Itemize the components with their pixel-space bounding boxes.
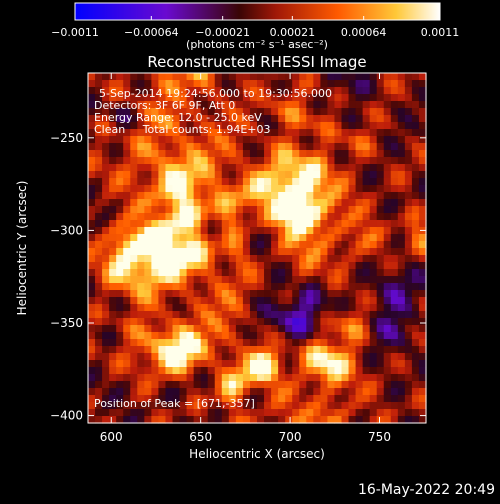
y-tick-label: −250 [50,131,83,145]
plot-frame [87,72,427,424]
colorbar: −0.0011 −0.00064 −0.00021 0.00021 0.00064 0.0… [51,2,459,51]
x-axis-label: Heliocentric X (arcsec) [189,447,325,461]
annotation-time-range: 5-Sep-2014 19:24:56.000 to 19:30:56.000 [99,87,332,100]
chart-title: Reconstructed RHESSI Image [147,53,366,71]
colorbar-tick-label: −0.0011 [51,26,99,39]
annotation-peak-position: Position of Peak = [671,-357] [94,397,255,410]
annotation-energy-range: Energy Range: 12.0 - 25.0 keV [94,111,262,124]
x-tick-label: 650 [189,430,212,444]
x-tick-label: 750 [368,430,391,444]
annotation-detectors: Detectors: 3F 6F 9F, Att 0 [94,99,235,112]
footer-timestamp: 16-May-2022 20:49 [358,482,495,498]
colorbar-unit-label: (photons cm⁻² s⁻¹ asec⁻²) [186,38,328,51]
colorbar-ticks: −0.0011 −0.00064 −0.00021 0.00021 0.00064 0.0… [51,16,459,39]
y-axis-label: Heliocentric Y (arcsec) [15,181,29,316]
colorbar-tick-label: 0.00021 [270,26,316,39]
annotation-total-counts: Clean Total counts: 1.94E+03 [94,123,271,136]
colorbar-tick-label: 0.0011 [421,26,460,39]
y-tick-label: −300 [50,223,83,237]
y-tick-label: −350 [50,316,83,330]
x-axis-ticks: 600 650 700 750 [100,73,391,444]
colorbar-tick-label: −0.00064 [124,26,179,39]
colorbar-gradient [74,2,441,21]
colorbar-tick-label: −0.00021 [195,26,250,39]
y-axis-ticks: −250 −300 −350 −400 [50,131,426,423]
colorbar-tick-label: 0.00064 [341,26,387,39]
heatmap-image [88,73,427,424]
x-tick-label: 600 [100,430,123,444]
y-tick-label: −400 [50,409,83,423]
x-tick-label: 700 [279,430,302,444]
